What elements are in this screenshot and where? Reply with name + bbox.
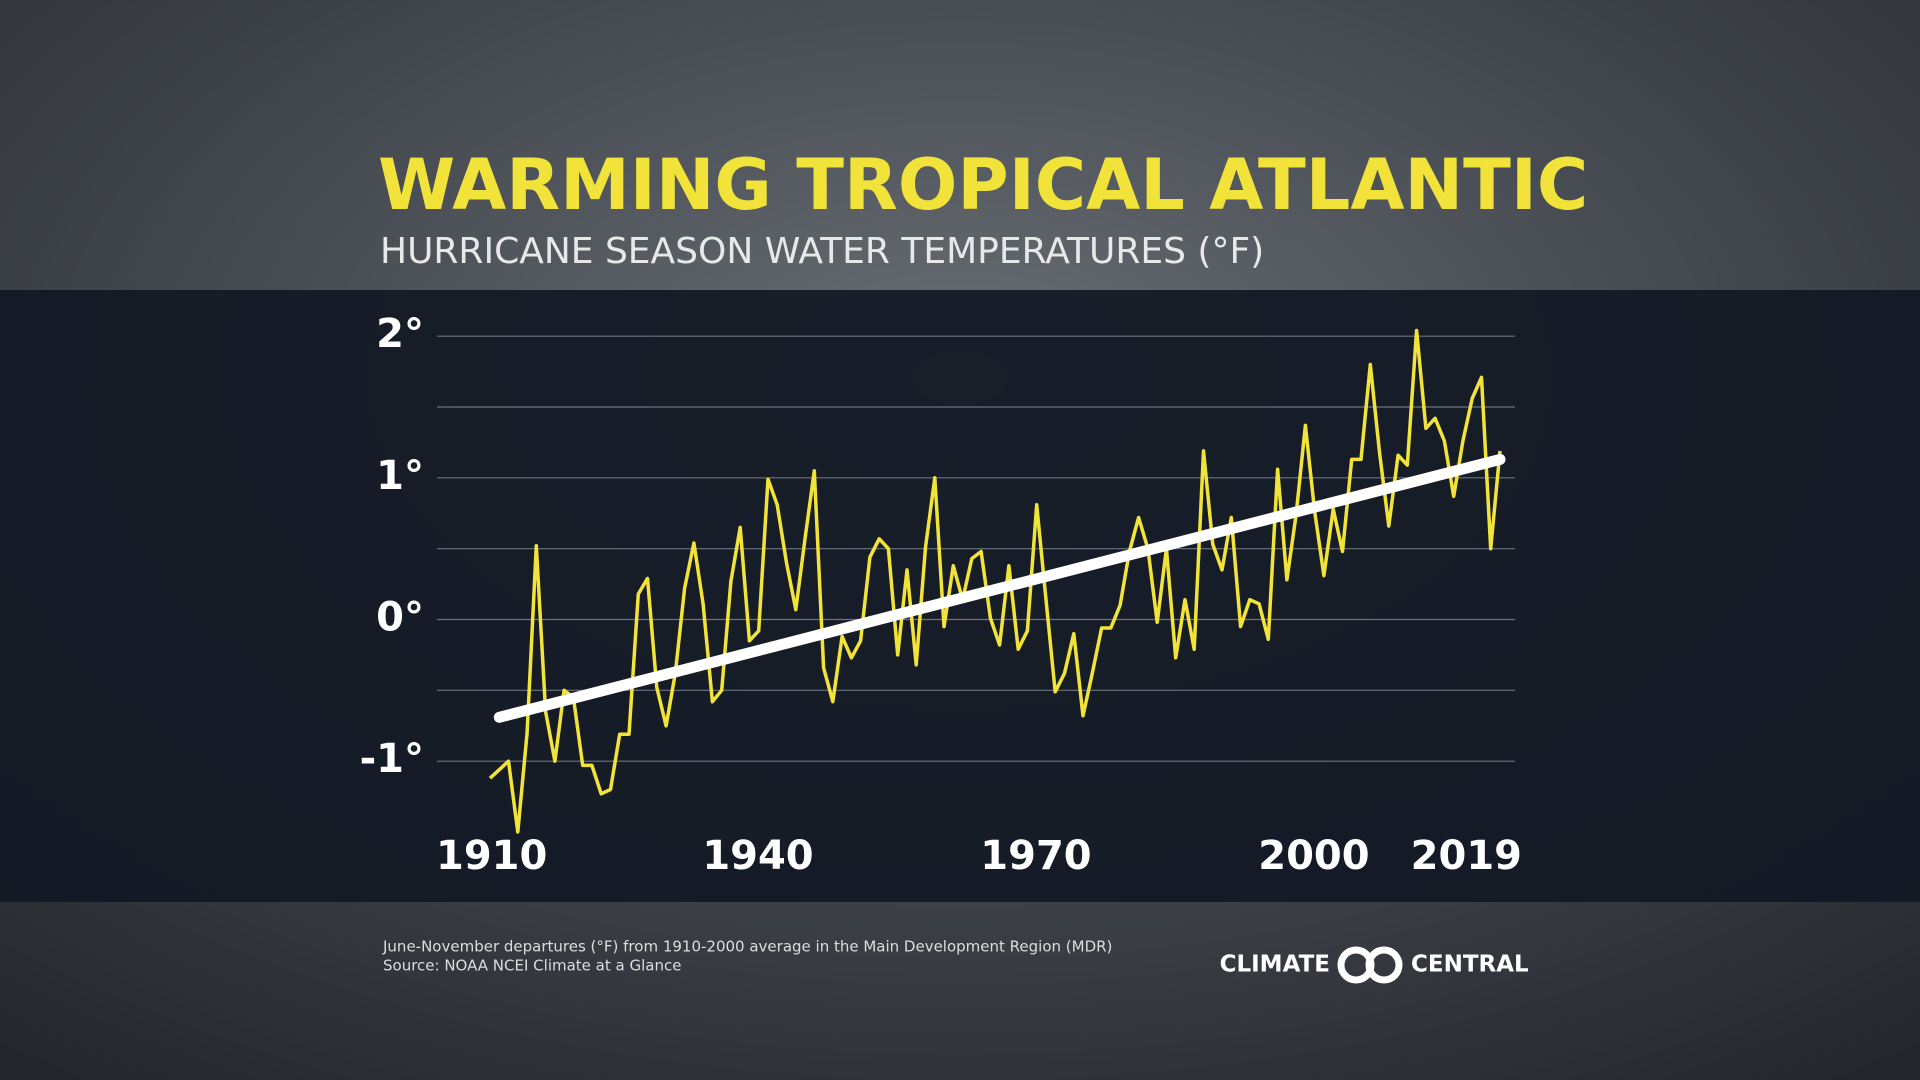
x-tick-label: 1970 (980, 833, 1091, 879)
logo-text: CLIMATE (1220, 952, 1330, 978)
chart-subtitle: HURRICANE SEASON WATER TEMPERATURES (°F) (380, 231, 1264, 272)
y-tick-label: 0° (376, 595, 424, 641)
trend-line (493, 453, 1506, 723)
x-tick-label: 1940 (702, 833, 813, 879)
x-tick-label: 2000 (1258, 833, 1369, 879)
x-tick-label: 2019 (1411, 833, 1522, 879)
footnote: June-November departures (°F) from 1910-… (382, 938, 1112, 956)
x-tick-label: 1910 (436, 833, 547, 879)
footnote: Source: NOAA NCEI Climate at a Glance (383, 957, 681, 975)
logo-text: CENTRAL (1411, 952, 1529, 978)
y-tick-label: 1° (376, 453, 424, 499)
logo-ring (1365, 946, 1403, 984)
y-tick-label: 2° (376, 311, 424, 357)
y-tick-label: -1° (360, 736, 424, 782)
chart-title: WARMING TROPICAL ATLANTIC (378, 144, 1588, 226)
data-line (488, 328, 1502, 834)
